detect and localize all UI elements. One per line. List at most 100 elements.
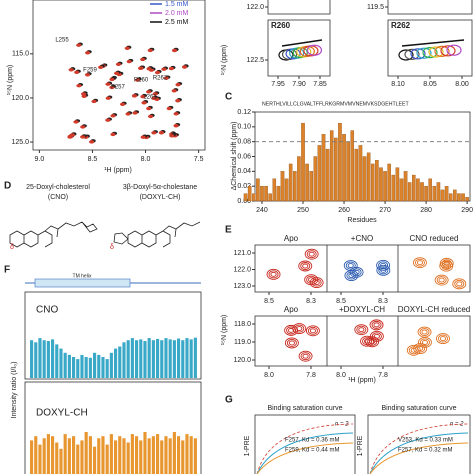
peak — [302, 353, 309, 359]
bar — [436, 182, 441, 202]
bar — [63, 352, 67, 378]
y-tick-label: 119.5 — [367, 4, 384, 11]
bar — [46, 341, 50, 378]
y-tick-label: 0.12 — [237, 109, 251, 116]
peak-label: L261 — [143, 95, 157, 101]
x-tick-label: 7.90 — [292, 81, 306, 88]
y-tick-label: 0.10 — [237, 124, 251, 131]
peak — [105, 118, 111, 122]
bar — [55, 442, 59, 474]
peak — [140, 94, 146, 99]
y-tick-label: 119.0 — [234, 339, 251, 346]
peak — [356, 325, 367, 334]
bar — [338, 122, 342, 202]
peak — [300, 262, 311, 270]
bar — [67, 438, 71, 474]
peak-label: R262 — [153, 76, 168, 82]
peak — [300, 352, 311, 361]
curve — [256, 432, 354, 474]
x-tick-label: 8.3 — [378, 298, 388, 305]
peak — [115, 62, 122, 66]
bar — [375, 160, 379, 202]
peak — [304, 248, 319, 260]
bar — [80, 440, 84, 474]
panel-title: DOXYL-CH reduced — [398, 305, 470, 314]
y-tick-label: 0.02 — [237, 183, 251, 190]
bar — [350, 130, 355, 202]
peak — [169, 134, 175, 138]
peak — [286, 326, 297, 335]
bar — [354, 148, 359, 202]
y-tick-label: 125.0 — [11, 139, 29, 146]
peak — [307, 326, 318, 335]
peak — [110, 114, 116, 118]
x-tick-label: 8.00 — [455, 81, 469, 88]
bar — [34, 436, 38, 474]
bar — [118, 436, 122, 474]
panel-letter: E — [225, 225, 232, 236]
x-tick-label: 8.5 — [336, 298, 346, 305]
bar — [139, 339, 143, 378]
peak-label: R260 — [134, 78, 149, 84]
peak — [114, 71, 120, 76]
bar — [379, 167, 383, 202]
bar — [72, 357, 76, 378]
bar — [193, 337, 197, 378]
curve-frame — [367, 414, 471, 474]
peak — [305, 325, 320, 337]
bar — [177, 436, 181, 474]
bar — [342, 134, 346, 202]
bar — [193, 438, 197, 474]
y-axis-label: Intensity ratio (I/I₀) — [11, 362, 18, 419]
x-tick-label: 9.0 — [35, 156, 45, 163]
curve-frame — [254, 414, 356, 474]
peak — [89, 140, 95, 144]
peak — [422, 46, 438, 59]
peak-label: L255 — [55, 38, 69, 44]
peak — [437, 334, 448, 343]
bar — [440, 189, 445, 202]
peak — [109, 85, 115, 90]
peak — [80, 125, 86, 129]
panel-letter: F — [4, 265, 10, 276]
compound-name: 3β-Doxyl-5α-cholestane — [123, 184, 197, 191]
x-axis-label: ¹H (ppm) — [104, 167, 132, 174]
peak — [270, 271, 277, 277]
bar — [432, 186, 437, 202]
bar — [122, 438, 126, 474]
y-tick-label: 115.0 — [12, 51, 29, 58]
x-tick-label: 7.85 — [313, 81, 327, 88]
peak — [175, 82, 181, 87]
bar — [181, 340, 185, 378]
panel-title: CNO reduced — [410, 234, 459, 243]
bar — [42, 340, 46, 378]
peak — [74, 70, 80, 75]
structure-cno — [9, 221, 98, 248]
bar — [177, 338, 181, 378]
x-tick-label: 8.0 — [336, 372, 346, 379]
peak — [68, 68, 74, 72]
bar — [293, 171, 297, 202]
y-tick-label: 0.04 — [237, 168, 251, 175]
bar — [325, 148, 330, 202]
peak — [345, 261, 356, 270]
bar — [143, 432, 147, 474]
peak — [110, 132, 116, 137]
y-axis-label: ¹⁵N (ppm) — [221, 315, 228, 346]
peak — [416, 260, 423, 266]
y-tick-label: 0.00 — [237, 198, 251, 205]
peak — [302, 263, 309, 269]
bar — [156, 434, 160, 474]
spectrum-frame — [254, 244, 471, 293]
spectrum-frame — [32, 0, 206, 151]
bar — [391, 174, 396, 202]
bar — [403, 171, 408, 202]
curve — [256, 442, 354, 474]
bar — [309, 171, 314, 202]
peak — [436, 333, 450, 345]
peak — [373, 322, 380, 328]
bar — [72, 436, 76, 474]
peak-label: F259 — [83, 68, 97, 74]
peak — [124, 46, 130, 50]
